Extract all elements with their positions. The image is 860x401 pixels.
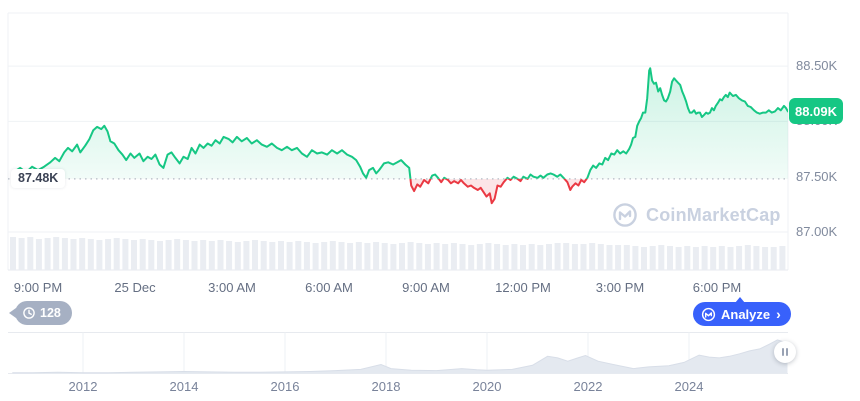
price-tick-label: 88.50K [796, 58, 838, 74]
analyze-button-label: Analyze [721, 306, 771, 322]
year-tick-label: 2022 [573, 379, 603, 394]
history-navigator-chart[interactable] [0, 331, 860, 377]
year-tick-label: 2014 [169, 379, 199, 394]
year-tick-label: 2018 [371, 379, 401, 394]
time-tick-label: 12:00 PM [495, 280, 551, 295]
chevron-right-icon: › [776, 306, 781, 322]
price-chart[interactable] [0, 0, 860, 272]
history-clock-icon [23, 307, 35, 319]
time-tick-label: 9:00 PM [13, 280, 63, 295]
history-count: 128 [40, 306, 61, 320]
open-price-label: 87.48K [11, 169, 66, 188]
year-tick-label: 2016 [270, 379, 300, 394]
year-tick-label: 2020 [472, 379, 502, 394]
coinmarketcap-watermark: CoinMarketCap [612, 202, 781, 228]
coinmarketcap-logo-icon [613, 203, 637, 227]
time-tick-label: 6:00 PM [692, 280, 742, 295]
year-tick-label: 2012 [68, 379, 98, 394]
price-tick-label: 87.00K [796, 224, 838, 239]
year-tick-label: 2024 [674, 379, 704, 394]
analyze-button[interactable]: Analyze › [693, 297, 791, 326]
time-tick-label: 9:00 AM [402, 280, 450, 295]
time-tick-label: 3:00 PM [595, 280, 645, 295]
time-tick-label: 25 Dec [114, 280, 156, 295]
coinmarketcap-logo-icon [701, 307, 716, 321]
time-tick-label: 3:00 AM [208, 280, 256, 295]
time-tick-label: 6:00 AM [305, 280, 353, 295]
history-count-badge[interactable]: 128 [9, 301, 72, 325]
navigator-resize-handle[interactable] [774, 341, 796, 363]
current-price-badge: 88.09K [789, 98, 843, 124]
watermark-text: CoinMarketCap [646, 204, 781, 225]
price-tick-label: 87.50K [796, 168, 838, 184]
